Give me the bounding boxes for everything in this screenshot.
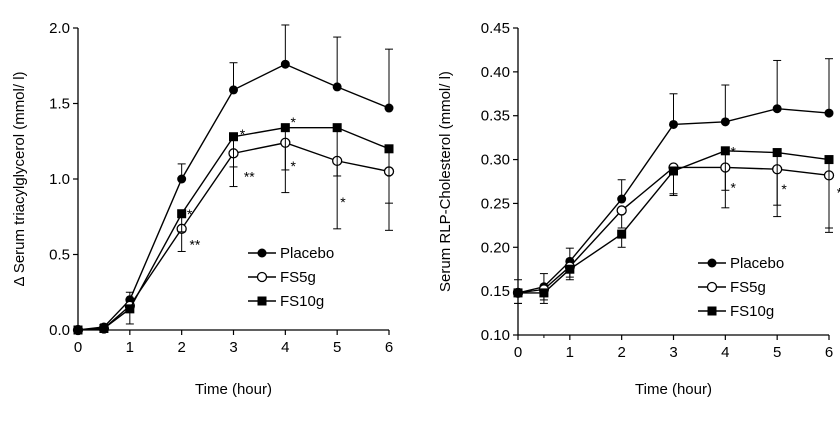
data-point [177, 174, 187, 184]
x-tick-label: 2 [177, 339, 185, 356]
legend-label: FS10g [280, 293, 324, 310]
series-line-fs5g [517, 166, 830, 294]
significance-mark: * [781, 181, 787, 197]
x-tick-label: 5 [333, 339, 341, 356]
data-point [617, 229, 627, 239]
x-tick-label: 3 [229, 339, 237, 356]
data-point [669, 166, 678, 176]
legend-marker [706, 281, 718, 293]
data-point [229, 132, 238, 142]
legend-marker [707, 258, 717, 268]
data-point [617, 194, 627, 204]
significance-mark: ** [189, 236, 200, 252]
x-tick-label: 4 [721, 344, 729, 361]
y-tick-label: 0.20 [481, 239, 510, 256]
data-point [772, 148, 782, 158]
x-tick-label: 3 [669, 344, 677, 361]
significance-mark: * [340, 194, 346, 210]
data-point [280, 59, 290, 69]
legend: Placebo FS5g FS10g [698, 255, 784, 320]
data-point [513, 288, 523, 298]
y-tick-label: 0.35 [481, 108, 510, 125]
data-point [720, 146, 730, 156]
x-axis-title: Time (hour) [195, 381, 272, 398]
x-tick-label: 1 [566, 344, 574, 361]
legend-marker [256, 271, 268, 283]
data-point [384, 103, 394, 113]
data-point [384, 144, 394, 154]
y-tick-label: 1.5 [49, 96, 70, 113]
legend-label: Placebo [280, 245, 334, 262]
significance-mark: * [731, 179, 737, 195]
x-tick-label: 6 [385, 339, 393, 356]
data-point [616, 205, 627, 216]
legend-marker [257, 248, 267, 258]
x-tick-label: 6 [825, 344, 833, 361]
series-line-placebo [77, 63, 390, 331]
x-tick-label: 0 [514, 344, 522, 361]
y-tick-label: 0.5 [49, 247, 70, 264]
panel-rlp-cholesterol: 0 1 2 3 4 5 6 0.10 0.15 0.20 0.25 0.30 0.35 0.40 0.45 T… [437, 20, 840, 398]
x-tick-label: 1 [126, 339, 134, 356]
y-tick-label: 0.40 [481, 64, 510, 81]
data-point [125, 304, 135, 314]
data-point [332, 123, 342, 133]
x-tick-label: 0 [74, 339, 82, 356]
data-point [720, 117, 730, 127]
y-tick-label: 0.30 [481, 152, 510, 169]
legend-marker [707, 306, 717, 316]
y-tick-label: 0.15 [481, 283, 510, 300]
significance-mark: * [291, 114, 297, 130]
x-tick-label: 4 [281, 339, 289, 356]
data-point [824, 155, 834, 165]
legend-label: FS5g [730, 279, 766, 296]
data-point [772, 104, 782, 114]
significance-mark: * [291, 158, 297, 174]
y-tick-label: 0.0 [49, 322, 70, 339]
y-tick-label: 0.25 [481, 195, 510, 212]
significance-mark: * [731, 143, 737, 159]
series-line-placebo [517, 107, 830, 294]
panel-triacylglycerol: 0 1 2 3 4 5 6 0.0 0.5 1.0 1.5 2.0 Time (hour) Δ Serum… [11, 20, 395, 398]
significance-mark: ** [244, 168, 255, 184]
y-tick-label: 0.45 [481, 20, 510, 37]
legend-label: FS10g [730, 303, 774, 320]
data-point [99, 323, 109, 333]
y-axis-title: Serum RLP-Cholesterol (mmol/ l) [437, 71, 454, 292]
data-point [332, 82, 342, 92]
x-tick-label: 2 [617, 344, 625, 361]
x-axis-title: Time (hour) [635, 381, 712, 398]
data-point [73, 325, 83, 335]
data-point [280, 123, 290, 133]
legend-label: FS5g [280, 269, 316, 286]
data-point [177, 209, 187, 219]
series-fs5g [72, 137, 395, 336]
x-tick-label: 5 [773, 344, 781, 361]
legend-marker [257, 296, 267, 306]
significance-mark: * [837, 185, 840, 201]
data-point [669, 119, 678, 129]
significance-mark: * [240, 126, 246, 142]
significance-mark: * [187, 206, 193, 222]
data-point [565, 264, 575, 274]
y-tick-label: 2.0 [49, 20, 70, 37]
data-point [539, 288, 549, 298]
y-tick-label: 1.0 [49, 171, 70, 188]
y-axis-title: Δ Serum triacylglycerol (mmol/ l) [11, 71, 28, 286]
series-fs10g [513, 146, 834, 304]
data-point [229, 85, 238, 95]
series-fs10g [73, 123, 394, 335]
legend: Placebo FS5g FS10g [248, 245, 334, 310]
data-point [824, 108, 834, 118]
y-tick-label: 0.10 [481, 327, 510, 344]
legend-label: Placebo [730, 255, 784, 272]
